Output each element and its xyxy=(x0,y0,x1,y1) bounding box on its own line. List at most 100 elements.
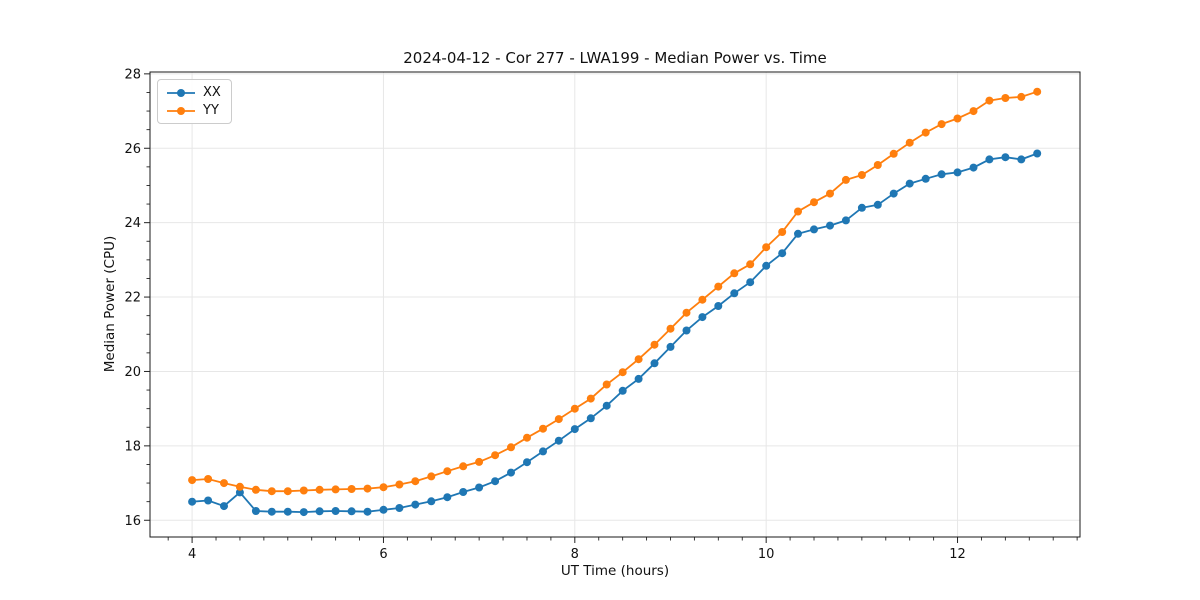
data-point-yy xyxy=(841,175,850,184)
data-point-xx xyxy=(905,179,914,188)
data-point-xx xyxy=(937,170,946,179)
data-point-yy xyxy=(283,487,292,496)
data-point-yy xyxy=(921,128,930,137)
data-point-yy xyxy=(650,340,659,349)
data-point-xx xyxy=(220,502,228,511)
y-tick-label: 26 xyxy=(124,142,141,157)
x-tick-label: 4 xyxy=(188,547,196,562)
line-marker-swatch xyxy=(167,88,195,97)
data-point-yy xyxy=(315,485,324,494)
data-point-xx xyxy=(841,216,850,225)
data-point-yy xyxy=(491,451,500,460)
data-point-yy xyxy=(188,476,197,485)
plot-border xyxy=(149,71,1081,538)
legend-label: YY xyxy=(203,103,219,118)
data-point-yy xyxy=(1001,94,1010,102)
data-point-xx xyxy=(682,326,691,335)
data-point-yy xyxy=(666,324,675,333)
data-point-yy xyxy=(873,161,882,169)
data-point-xx xyxy=(602,401,611,410)
data-point-yy xyxy=(459,462,468,471)
data-point-yy xyxy=(411,477,420,486)
data-point-yy xyxy=(395,480,404,489)
data-point-yy xyxy=(220,479,228,488)
data-point-xx xyxy=(810,225,818,234)
series-line-yy xyxy=(192,90,1038,493)
data-point-xx xyxy=(379,505,388,514)
data-point-xx xyxy=(475,483,484,492)
data-point-xx xyxy=(634,374,643,383)
legend-entry-yy: YY xyxy=(166,103,221,118)
data-point-xx xyxy=(283,507,292,516)
data-point-xx xyxy=(507,468,515,477)
data-point-yy xyxy=(331,485,340,494)
data-point-xx xyxy=(443,493,452,502)
data-point-xx xyxy=(315,507,324,516)
data-point-yy xyxy=(570,404,579,413)
data-point-xx xyxy=(730,289,739,298)
data-point-xx xyxy=(331,507,340,515)
data-point-xx xyxy=(618,386,627,395)
data-point-yy xyxy=(523,433,531,442)
data-point-xx xyxy=(251,507,260,515)
data-point-xx xyxy=(554,436,563,445)
data-point-yy xyxy=(698,295,707,304)
x-tick-label: 6 xyxy=(379,547,387,562)
data-point-xx xyxy=(889,189,898,198)
data-point-xx xyxy=(794,229,802,238)
data-point-yy xyxy=(810,198,818,207)
data-point-xx xyxy=(411,500,420,509)
data-point-xx xyxy=(1001,153,1010,162)
data-point-xx xyxy=(395,504,404,512)
data-point-xx xyxy=(746,278,755,287)
data-point-yy xyxy=(507,443,515,452)
x-tick-label: 12 xyxy=(949,547,966,562)
data-point-xx xyxy=(204,496,213,505)
data-point-yy xyxy=(634,355,643,364)
data-point-xx xyxy=(969,163,978,172)
data-point-xx xyxy=(523,458,531,467)
data-point-xx xyxy=(347,507,356,516)
line-marker-swatch xyxy=(167,106,195,115)
data-point-xx xyxy=(985,155,994,164)
data-point-xx xyxy=(491,477,500,486)
data-point-xx xyxy=(363,507,372,516)
data-point-xx xyxy=(714,302,723,310)
data-point-xx xyxy=(188,497,197,506)
y-axis-label: Median Power (CPU) xyxy=(102,235,118,373)
data-point-yy xyxy=(299,486,308,495)
y-tick-label: 16 xyxy=(124,514,141,529)
y-tick-label: 28 xyxy=(124,67,141,82)
y-tick-label: 24 xyxy=(124,216,141,231)
data-point-yy xyxy=(985,96,994,105)
data-point-yy xyxy=(953,114,962,123)
data-point-yy xyxy=(682,308,691,317)
data-point-yy xyxy=(475,457,484,466)
chart-title: 2024-04-12 - Cor 277 - LWA199 - Median P… xyxy=(403,49,827,67)
data-point-xx xyxy=(826,221,834,230)
data-point-yy xyxy=(905,138,914,147)
data-point-xx xyxy=(873,200,882,209)
legend-entry-xx: XX xyxy=(166,85,221,100)
data-point-yy xyxy=(267,487,276,496)
data-point-xx xyxy=(539,447,547,456)
data-point-yy xyxy=(1033,87,1042,96)
y-tick-label: 20 xyxy=(124,365,141,380)
data-point-xx xyxy=(459,488,468,496)
data-point-xx xyxy=(953,168,962,177)
data-point-yy xyxy=(714,282,723,291)
data-point-xx xyxy=(267,507,276,516)
data-point-yy xyxy=(778,228,787,236)
data-point-xx xyxy=(427,497,436,506)
data-point-yy xyxy=(937,120,946,129)
x-tick-label: 10 xyxy=(758,547,775,562)
data-point-xx xyxy=(650,359,659,368)
data-point-yy xyxy=(427,472,436,481)
data-point-yy xyxy=(618,368,627,377)
legend: XX YY xyxy=(157,79,232,124)
data-point-xx xyxy=(857,203,866,212)
data-point-yy xyxy=(857,171,866,179)
data-point-xx xyxy=(570,425,579,434)
